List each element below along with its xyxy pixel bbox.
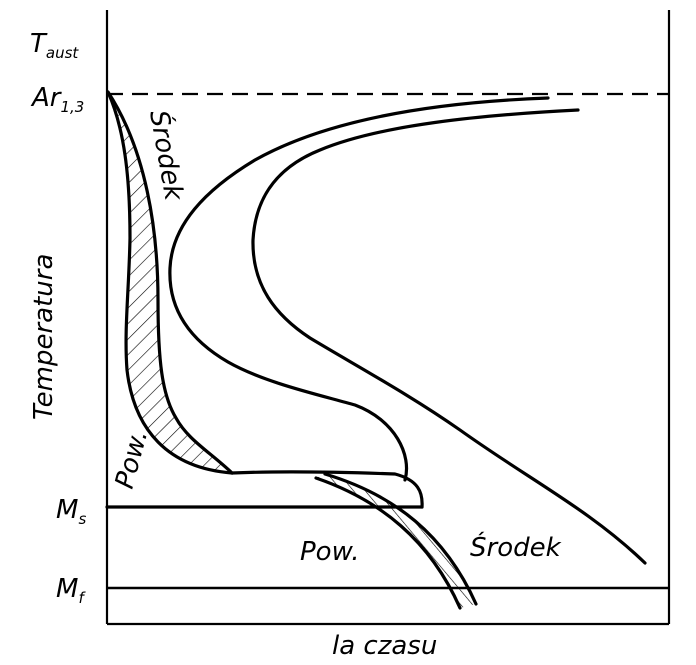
pow-cooling-curve [314,476,462,610]
y-axis-label: Temperatura [29,254,59,420]
srodek-top-label: Środek [143,108,190,204]
c-curve-start [168,96,550,482]
pow-bottom-label: Pow. [300,537,359,567]
srodek-bottom-label: Środek [470,531,562,563]
martensite-hatched-band [316,474,476,608]
pow-hatched-region [108,92,232,473]
ar13-label: Ar1,3 [30,83,84,116]
srodek-start-curve-lower [106,90,234,475]
c-curve-finish [251,108,647,565]
x-axis-label: la czasu [332,631,437,660]
t-aust-label: Taust [30,29,79,62]
pow-left-label: Pow. [110,427,154,492]
srodek-cooling-curve [323,472,478,606]
bainite-shelf-curve [230,470,424,509]
mf-label: Mf [56,574,86,607]
pow-start-curve [106,90,234,475]
ms-label: Ms [56,495,86,528]
